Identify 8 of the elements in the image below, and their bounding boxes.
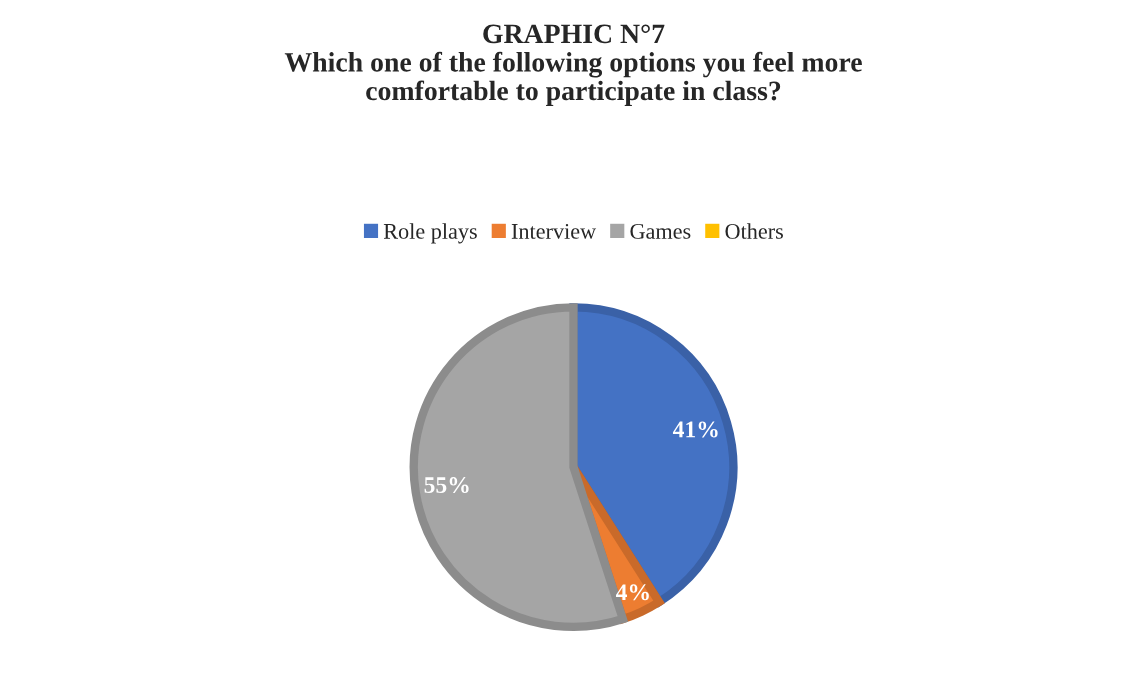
legend-label: Role plays: [383, 223, 477, 244]
data-label: 41%: [672, 421, 718, 438]
data-label: 55%: [424, 477, 469, 494]
chart-title: GRAPHIC N°7 Which one of the following options you feel more comfortable to participate in class?: [284, 24, 862, 106]
legend-label: Interview: [511, 223, 597, 239]
data-label: 4%: [615, 584, 649, 601]
legend-label: Others: [725, 223, 783, 239]
legend-label: Games: [630, 223, 691, 239]
